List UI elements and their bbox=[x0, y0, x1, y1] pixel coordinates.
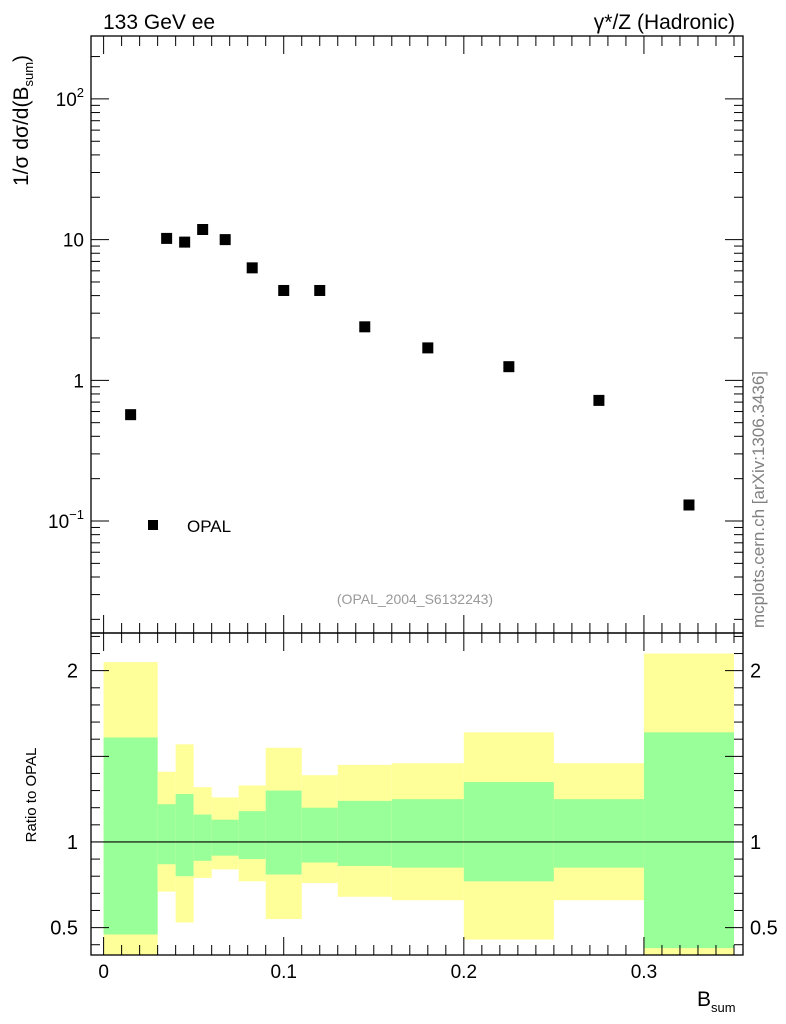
main-y-tick-label: 10 bbox=[63, 231, 84, 252]
main-y-tick-base: 10 bbox=[48, 512, 69, 533]
ratio-panel-frame bbox=[90, 632, 744, 956]
ratio-band-inner bbox=[391, 799, 464, 868]
main-ylabel-sub: sum bbox=[21, 62, 36, 87]
ratio-band-inner bbox=[265, 790, 302, 875]
x-axis-label-main: B bbox=[697, 988, 711, 1011]
data-point bbox=[125, 409, 137, 421]
main-y-tick-label: 102 bbox=[56, 85, 84, 111]
main-y-tick-exp: 2 bbox=[77, 85, 84, 100]
x-tick-label: 0 bbox=[98, 962, 109, 983]
ratio-band-inner bbox=[157, 804, 176, 865]
x-tick-label: 0.3 bbox=[631, 962, 657, 983]
header-left: 133 GeV ee bbox=[103, 11, 215, 34]
data-point bbox=[278, 284, 290, 296]
main-y-tick-label: 1 bbox=[73, 371, 84, 392]
ratio-y-tick-label-right: 0.5 bbox=[750, 918, 778, 940]
data-point bbox=[422, 342, 434, 354]
ratio-y-tick-label-left: 1 bbox=[67, 832, 78, 854]
x-tick-label: 0.2 bbox=[451, 962, 477, 983]
main-y-tick-label: 10−1 bbox=[48, 507, 84, 533]
ratio-band-inner bbox=[337, 800, 392, 866]
data-point bbox=[359, 321, 371, 333]
ratio-y-tick-label-left: 0.5 bbox=[50, 918, 78, 940]
data-point bbox=[314, 284, 326, 296]
data-point bbox=[179, 236, 191, 248]
data-point bbox=[161, 232, 173, 244]
ratio-y-tick-label-right: 2 bbox=[750, 661, 761, 683]
data-points bbox=[125, 224, 695, 511]
legend-marker bbox=[148, 520, 158, 530]
ratio-band-inner bbox=[301, 807, 338, 863]
ratio-band-inner bbox=[553, 799, 644, 868]
main-y-tick-base: 10 bbox=[56, 90, 77, 111]
data-point bbox=[246, 262, 258, 274]
ratio-band-inner bbox=[238, 811, 266, 860]
ratio-band-inner bbox=[103, 737, 158, 935]
ratio-y-tick-label-left: 2 bbox=[67, 661, 78, 683]
analysis-id: (OPAL_2004_S6132243) bbox=[337, 591, 493, 607]
main-panel-frame bbox=[90, 35, 744, 634]
header-right: γ*/Z (Hadronic) bbox=[594, 11, 735, 34]
main-ylabel-close: ) bbox=[10, 55, 33, 62]
ratio-band-inner bbox=[175, 794, 194, 877]
ratio-band-inner bbox=[193, 814, 212, 861]
x-axis-label-sub: sum bbox=[711, 1000, 736, 1015]
ratio-band-inner bbox=[463, 782, 554, 882]
x-axis-label: Bsum bbox=[697, 988, 736, 1015]
main-y-tick-exp: −1 bbox=[69, 507, 84, 522]
ratio-y-ticks: 0.5 0.5 1 1 2 2 bbox=[50, 635, 778, 946]
ratio-bands bbox=[103, 653, 734, 955]
ratio-band-inner bbox=[643, 732, 734, 949]
data-point bbox=[683, 499, 695, 511]
data-point bbox=[593, 394, 605, 406]
legend-label: OPAL bbox=[187, 517, 231, 536]
data-point bbox=[197, 224, 209, 236]
ratio-y-tick-label-right: 1 bbox=[750, 832, 761, 854]
ratio-ylabel: Ratio to OPAL bbox=[23, 748, 40, 843]
x-tick-label: 0.1 bbox=[271, 962, 297, 983]
main-ylabel: 1/σ dσ/d(Bsum) bbox=[10, 55, 36, 186]
main-y-tick-base: 10 bbox=[63, 231, 84, 252]
legend: OPAL bbox=[148, 517, 231, 536]
main-ylabel-main: 1/σ dσ/d(B bbox=[10, 87, 33, 186]
main-y-tick-base: 1 bbox=[73, 371, 84, 392]
side-label: mcplots.cern.ch [arXiv:1306.3436] bbox=[749, 371, 768, 628]
data-point bbox=[503, 361, 515, 373]
x-ticks: 0 0.1 0.2 0.3 bbox=[98, 36, 735, 983]
ratio-band-inner bbox=[211, 819, 239, 856]
data-point bbox=[219, 234, 231, 246]
